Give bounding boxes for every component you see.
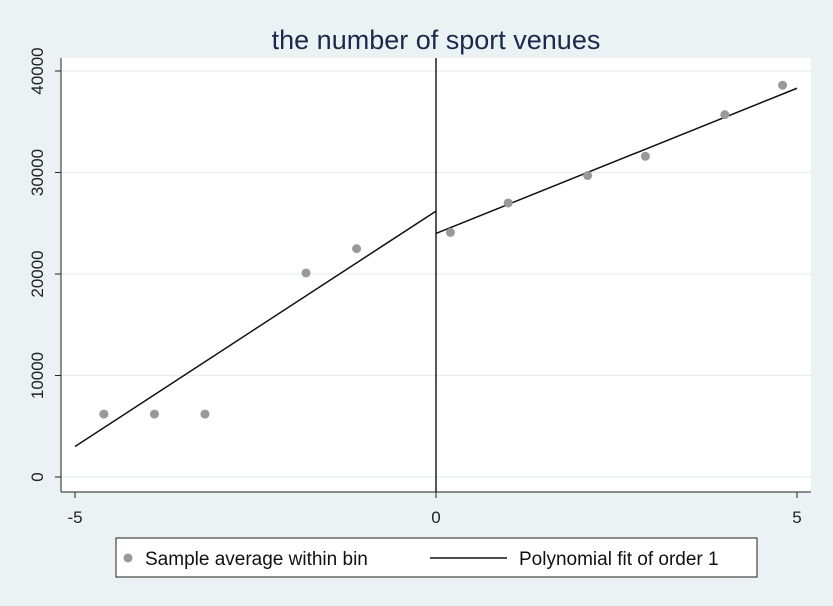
y-tick-label-0: 0 (28, 472, 47, 481)
data-point-8 (640, 151, 650, 161)
data-point-4 (352, 244, 362, 254)
legend-marker-scatter (123, 553, 133, 563)
data-point-3 (301, 268, 311, 278)
data-point-7 (583, 171, 593, 181)
legend-label-line: Polynomial fit of order 1 (519, 549, 719, 570)
x-tick-label-0: -5 (67, 508, 82, 527)
data-point-0 (99, 409, 109, 419)
fit-lines-layer (74, 58, 798, 492)
y-tick-label-2: 20000 (28, 250, 47, 297)
y-tick-label-1: 10000 (28, 352, 47, 399)
data-point-10 (778, 80, 788, 90)
legend: Sample average within bin Polynomial fit… (115, 537, 758, 578)
data-point-2 (200, 409, 210, 419)
data-point-1 (149, 409, 159, 419)
y-tick-label-3: 30000 (28, 149, 47, 196)
ticks-layer: 0 10000 20000 30000 40000 -5 0 5 (28, 47, 802, 527)
y-tick-label-4: 40000 (28, 47, 47, 94)
fit-line-segment-0 (74, 210, 437, 448)
points-layer (99, 80, 788, 419)
x-tick-label-2: 5 (792, 508, 801, 527)
x-tick-label-1: 0 (431, 508, 440, 527)
data-point-6 (503, 198, 513, 208)
data-point-9 (720, 110, 730, 120)
fit-line-segment-1 (435, 87, 798, 235)
chart-title: the number of sport venues (272, 25, 601, 55)
legend-label-scatter: Sample average within bin (145, 549, 368, 570)
data-point-5 (445, 227, 455, 237)
